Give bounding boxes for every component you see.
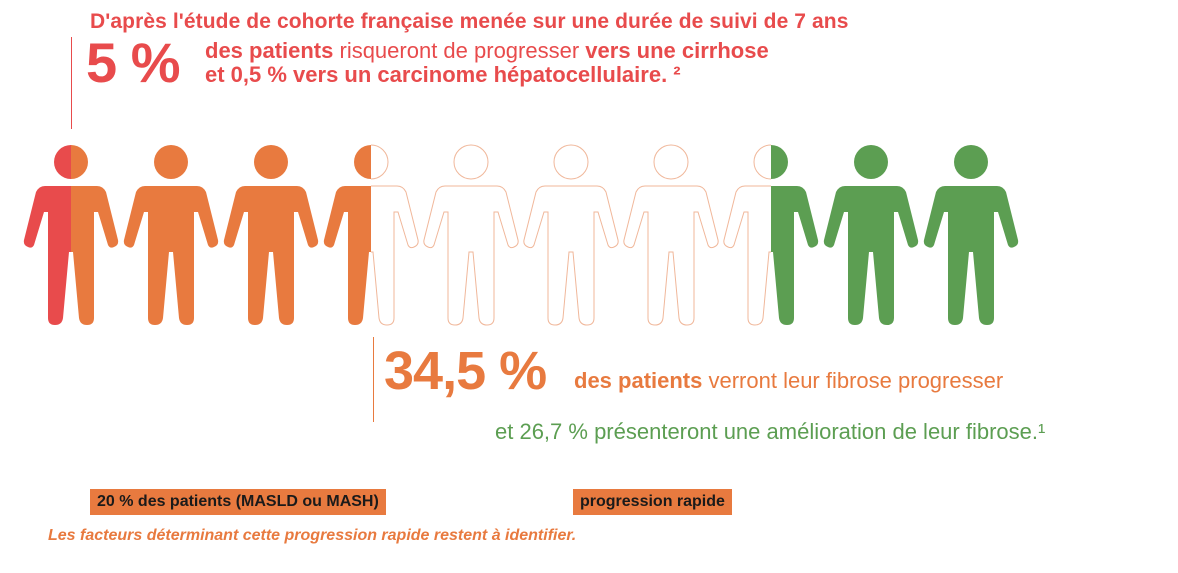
patients-badge: 20 % des patients (MASLD ou MASH) [90,489,386,515]
page-heading: D'après l'étude de cohorte française men… [90,10,849,33]
person-icon [423,144,519,326]
fibrosis-big-value: 34,5 % [384,341,547,401]
fibrosis-line1-regular: verront leur fibrose progresser [702,368,1004,393]
cirrhosis-line-1: des patients risqueront de progresser ve… [205,38,769,64]
rapid-progression-badge: progression rapide [573,489,732,515]
cirrhosis-line1-bold: des patients [205,38,334,63]
person-icon [23,145,119,325]
person-icon [623,144,719,326]
cirrhosis-line-2: et 0,5 % vers un carcinome hépatocellula… [205,62,681,87]
fibrosis-line-2: et 26,7 % présenteront une amélioration … [495,419,1046,444]
people-figures-row [23,144,1019,326]
cirrhosis-line1-bold2: vers une cirrhose [585,38,769,63]
person-icon [923,145,1019,325]
cirrhosis-big-value: 5 % [86,31,180,94]
fibrosis-line1-bold: des patients [574,368,703,393]
person-icon [223,145,319,325]
red-divider-line [71,37,72,129]
fibrosis-line-1: des patients verront leur fibrose progre… [574,368,1003,394]
person-icon [323,144,419,326]
cirrhosis-line1-regular: risqueront de progresser [333,38,586,63]
person-icon [523,144,619,326]
person-icon [723,144,819,326]
orange-divider-line [373,337,374,422]
footnote-text: Les facteurs déterminant cette progressi… [48,527,577,544]
person-icon [823,145,919,325]
person-icon [123,145,219,325]
